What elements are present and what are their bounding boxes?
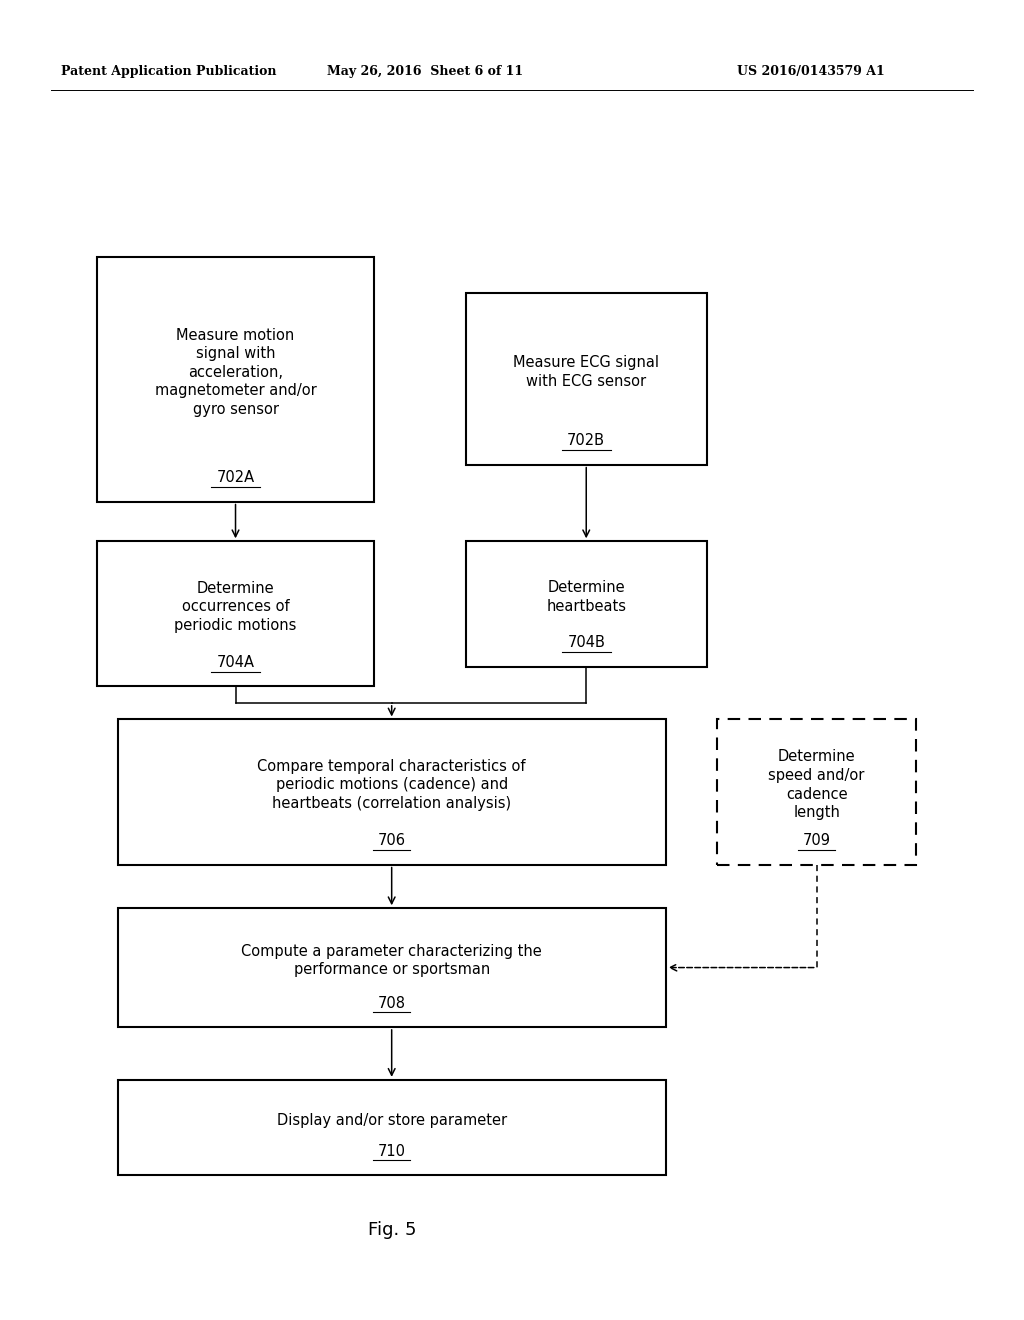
Bar (466, 293, 707, 465)
Text: Fig. 5: Fig. 5 (368, 1221, 417, 1239)
Text: May 26, 2016  Sheet 6 of 11: May 26, 2016 Sheet 6 of 11 (327, 65, 523, 78)
Bar (97, 257, 374, 502)
Text: US 2016/0143579 A1: US 2016/0143579 A1 (737, 65, 885, 78)
Text: 709: 709 (803, 833, 830, 849)
Text: Determine
occurrences of
periodic motions: Determine occurrences of periodic motion… (174, 581, 297, 632)
Bar (717, 719, 916, 865)
Text: Measure ECG signal
with ECG sensor: Measure ECG signal with ECG sensor (513, 355, 659, 388)
Text: Display and/or store parameter: Display and/or store parameter (276, 1113, 507, 1127)
Text: 704A: 704A (216, 655, 255, 671)
Text: 702A: 702A (216, 470, 255, 486)
Bar (118, 719, 666, 865)
Text: 708: 708 (378, 995, 406, 1011)
Bar (118, 1080, 666, 1175)
Bar (118, 908, 666, 1027)
Text: 704B: 704B (567, 635, 605, 651)
Text: Measure motion
signal with
acceleration,
magnetometer and/or
gyro sensor: Measure motion signal with acceleration,… (155, 327, 316, 417)
Text: 706: 706 (378, 833, 406, 849)
Text: 702B: 702B (567, 433, 605, 449)
Text: Determine
speed and/or
cadence
length: Determine speed and/or cadence length (768, 750, 865, 820)
Bar (97, 541, 374, 686)
Text: Compare temporal characteristics of
periodic motions (cadence) and
heartbeats (c: Compare temporal characteristics of peri… (257, 759, 526, 810)
Text: Determine
heartbeats: Determine heartbeats (546, 579, 627, 614)
Text: 710: 710 (378, 1143, 406, 1159)
Text: Patent Application Publication: Patent Application Publication (61, 65, 276, 78)
Bar (466, 541, 707, 667)
Text: Compute a parameter characterizing the
performance or sportsman: Compute a parameter characterizing the p… (242, 944, 542, 977)
